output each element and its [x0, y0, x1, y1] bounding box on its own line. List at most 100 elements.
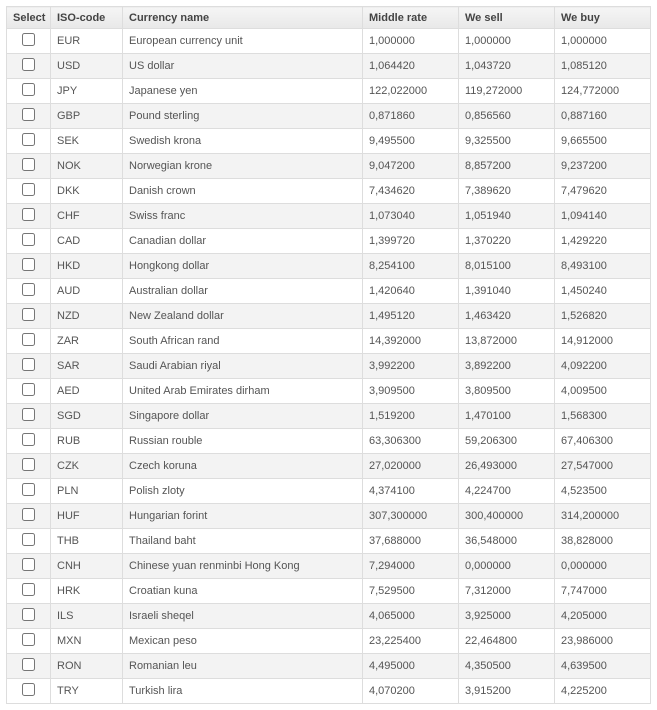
row-select-checkbox[interactable] — [22, 208, 35, 221]
cell-select — [7, 54, 51, 79]
header-name[interactable]: Currency name — [123, 7, 363, 29]
row-select-checkbox[interactable] — [22, 358, 35, 371]
table-row: HUFHungarian forint307,300000300,4000003… — [7, 504, 651, 529]
table-row: CHFSwiss franc1,0730401,0519401,094140 — [7, 204, 651, 229]
cell-select — [7, 679, 51, 704]
row-select-checkbox[interactable] — [22, 483, 35, 496]
cell-iso: PLN — [51, 479, 123, 504]
cell-iso: CAD — [51, 229, 123, 254]
row-select-checkbox[interactable] — [22, 233, 35, 246]
row-select-checkbox[interactable] — [22, 458, 35, 471]
row-select-checkbox[interactable] — [22, 333, 35, 346]
cell-iso: ZAR — [51, 329, 123, 354]
row-select-checkbox[interactable] — [22, 258, 35, 271]
cell-middle: 63,306300 — [363, 429, 459, 454]
cell-select — [7, 579, 51, 604]
row-select-checkbox[interactable] — [22, 508, 35, 521]
table-row: HRKCroatian kuna7,5295007,3120007,747000 — [7, 579, 651, 604]
row-select-checkbox[interactable] — [22, 108, 35, 121]
cell-middle: 0,871860 — [363, 104, 459, 129]
currency-rates-table: Select ISO-code Currency name Middle rat… — [6, 6, 651, 704]
cell-sell: 1,043720 — [459, 54, 555, 79]
cell-iso: HKD — [51, 254, 123, 279]
header-iso[interactable]: ISO-code — [51, 7, 123, 29]
cell-iso: MXN — [51, 629, 123, 654]
table-row: SEKSwedish krona9,4955009,3255009,665500 — [7, 129, 651, 154]
cell-iso: JPY — [51, 79, 123, 104]
table-row: CZKCzech koruna27,02000026,49300027,5470… — [7, 454, 651, 479]
cell-middle: 1,073040 — [363, 204, 459, 229]
cell-sell: 22,464800 — [459, 629, 555, 654]
row-select-checkbox[interactable] — [22, 283, 35, 296]
table-row: CNHChinese yuan renminbi Hong Kong7,2940… — [7, 554, 651, 579]
cell-buy: 4,092200 — [555, 354, 651, 379]
cell-iso: EUR — [51, 29, 123, 54]
cell-middle: 14,392000 — [363, 329, 459, 354]
cell-name: Croatian kuna — [123, 579, 363, 604]
row-select-checkbox[interactable] — [22, 658, 35, 671]
cell-select — [7, 379, 51, 404]
cell-sell: 3,809500 — [459, 379, 555, 404]
cell-sell: 9,325500 — [459, 129, 555, 154]
header-sell[interactable]: We sell — [459, 7, 555, 29]
table-row: AUDAustralian dollar1,4206401,3910401,45… — [7, 279, 651, 304]
cell-sell: 0,856560 — [459, 104, 555, 129]
row-select-checkbox[interactable] — [22, 433, 35, 446]
row-select-checkbox[interactable] — [22, 608, 35, 621]
cell-iso: SEK — [51, 129, 123, 154]
cell-select — [7, 204, 51, 229]
cell-select — [7, 229, 51, 254]
row-select-checkbox[interactable] — [22, 408, 35, 421]
cell-buy: 14,912000 — [555, 329, 651, 354]
cell-iso: GBP — [51, 104, 123, 129]
header-buy[interactable]: We buy — [555, 7, 651, 29]
row-select-checkbox[interactable] — [22, 133, 35, 146]
cell-name: Polish zloty — [123, 479, 363, 504]
table-row: EUREuropean currency unit1,0000001,00000… — [7, 29, 651, 54]
row-select-checkbox[interactable] — [22, 308, 35, 321]
cell-select — [7, 329, 51, 354]
cell-buy: 1,526820 — [555, 304, 651, 329]
cell-name: US dollar — [123, 54, 363, 79]
cell-buy: 1,094140 — [555, 204, 651, 229]
cell-iso: DKK — [51, 179, 123, 204]
row-select-checkbox[interactable] — [22, 533, 35, 546]
table-row: GBPPound sterling0,8718600,8565600,88716… — [7, 104, 651, 129]
header-select[interactable]: Select — [7, 7, 51, 29]
cell-buy: 1,429220 — [555, 229, 651, 254]
cell-sell: 7,389620 — [459, 179, 555, 204]
row-select-checkbox[interactable] — [22, 33, 35, 46]
table-row: RUBRussian rouble63,30630059,20630067,40… — [7, 429, 651, 454]
cell-middle: 1,519200 — [363, 404, 459, 429]
row-select-checkbox[interactable] — [22, 158, 35, 171]
row-select-checkbox[interactable] — [22, 183, 35, 196]
cell-buy: 0,887160 — [555, 104, 651, 129]
cell-select — [7, 429, 51, 454]
row-select-checkbox[interactable] — [22, 58, 35, 71]
cell-select — [7, 129, 51, 154]
cell-middle: 1,064420 — [363, 54, 459, 79]
cell-name: Romanian leu — [123, 654, 363, 679]
cell-sell: 0,000000 — [459, 554, 555, 579]
row-select-checkbox[interactable] — [22, 558, 35, 571]
cell-middle: 122,022000 — [363, 79, 459, 104]
cell-buy: 9,665500 — [555, 129, 651, 154]
cell-name: Mexican peso — [123, 629, 363, 654]
cell-buy: 0,000000 — [555, 554, 651, 579]
table-row: DKKDanish crown7,4346207,3896207,479620 — [7, 179, 651, 204]
cell-buy: 4,009500 — [555, 379, 651, 404]
cell-buy: 23,986000 — [555, 629, 651, 654]
cell-sell: 36,548000 — [459, 529, 555, 554]
row-select-checkbox[interactable] — [22, 683, 35, 696]
row-select-checkbox[interactable] — [22, 633, 35, 646]
row-select-checkbox[interactable] — [22, 83, 35, 96]
cell-middle: 4,495000 — [363, 654, 459, 679]
header-middle[interactable]: Middle rate — [363, 7, 459, 29]
cell-middle: 9,495500 — [363, 129, 459, 154]
cell-middle: 37,688000 — [363, 529, 459, 554]
row-select-checkbox[interactable] — [22, 583, 35, 596]
cell-select — [7, 104, 51, 129]
cell-iso: RON — [51, 654, 123, 679]
row-select-checkbox[interactable] — [22, 383, 35, 396]
cell-iso: HUF — [51, 504, 123, 529]
